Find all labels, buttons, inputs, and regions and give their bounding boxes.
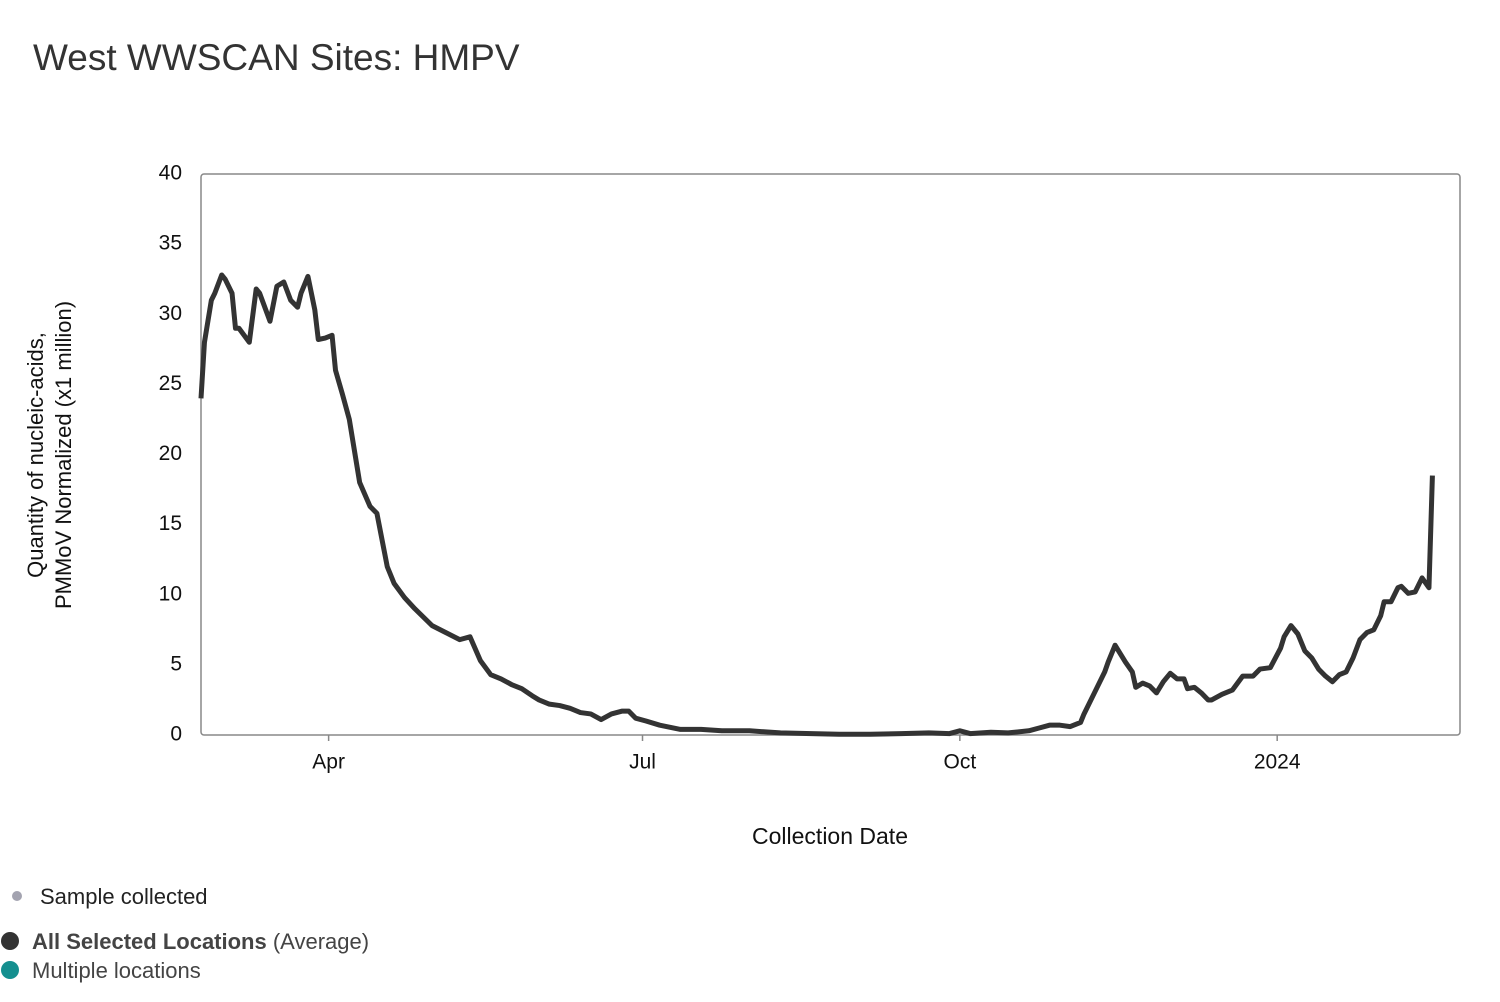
y-tick-label: 10 — [159, 582, 182, 605]
y-tick-label: 35 — [159, 232, 182, 255]
y-tick-label: 25 — [159, 372, 182, 395]
x-tick-label: Oct — [944, 751, 977, 774]
y-tick-label: 30 — [159, 302, 182, 325]
x-tick-label: Jul — [629, 751, 656, 774]
x-axis-label: Collection Date — [752, 823, 908, 849]
chart-title: West WWSCAN Sites: HMPV — [33, 37, 520, 78]
y-tick-label: 40 — [159, 162, 182, 185]
y-axis-label: PMMoV Normalized (x1 million) — [51, 301, 76, 609]
y-axis-label: Quantity of nucleic-acids, — [23, 332, 48, 578]
y-tick-label: 5 — [170, 652, 182, 675]
x-tick-label: 2024 — [1254, 751, 1301, 774]
legend-name: All Selected Locations — [32, 929, 267, 954]
y-tick-label: 15 — [159, 512, 182, 535]
legend-label: All Selected Locations (Average) — [32, 929, 369, 954]
legend-marker — [12, 891, 22, 901]
x-tick-label: Apr — [312, 751, 345, 774]
line-series — [198, 272, 1435, 737]
legend-suffix: (Average) — [273, 929, 369, 954]
legend-label: Multiple locations — [32, 958, 201, 983]
legend-marker — [1, 961, 19, 979]
y-tick-label: 20 — [159, 442, 182, 465]
legend-marker — [1, 932, 19, 950]
y-tick-label: 0 — [170, 723, 182, 746]
plot-frame — [200, 173, 1461, 736]
legend-label: Sample collected — [40, 884, 208, 909]
